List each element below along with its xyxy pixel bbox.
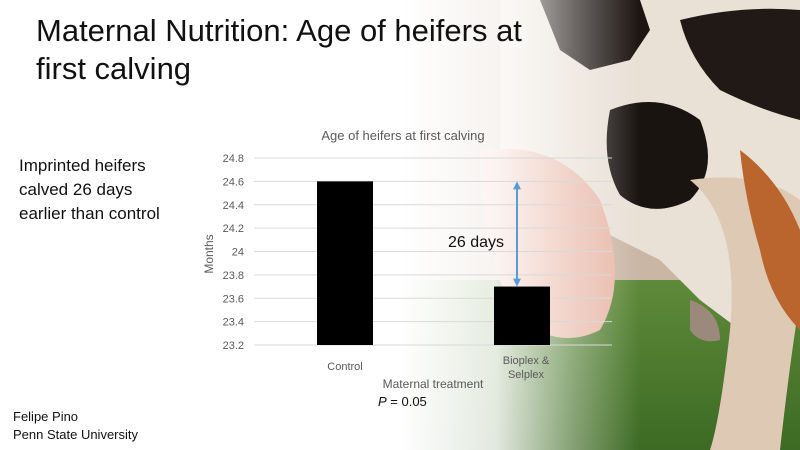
author-credit: Felipe Pino Penn State University [13,408,138,444]
y-tick-label: 24.8 [223,153,244,165]
difference-annotation: 26 days [448,181,521,287]
summary-text: Imprinted heifers calved 26 days earlier… [19,156,160,223]
author-affiliation: Penn State University [13,427,139,442]
arrow-head-top [513,181,521,190]
x-axis-categories: Control Bioplex & Selplex [327,355,550,381]
p-value-note: P = 0.05 [378,394,427,409]
annotation-label: 26 days [448,234,504,251]
y-axis-title: Months [202,234,216,273]
y-tick-label: 24.2 [223,223,244,235]
y-axis-ticks: 24.8 24.6 24.4 24.2 24 23.8 23.6 23.4 23.2 [223,153,244,352]
author-name: Felipe Pino [13,409,79,424]
chart-title: Age of heifers at first calving [321,128,484,143]
y-tick-label: 23.4 [223,317,244,329]
p-value-text: = 0.05 [386,394,427,409]
bar [317,181,373,345]
x-category-label: Bioplex & Selplex [503,355,550,381]
y-tick-label: 23.6 [223,293,244,305]
bar [494,286,550,345]
x-axis-title: Maternal treatment [383,377,484,391]
y-tick-label: 24.6 [223,176,244,188]
arrow-head-bottom [513,278,521,287]
y-tick-label: 24 [232,247,244,259]
y-tick-label: 24.4 [223,200,244,212]
gridlines [254,157,612,346]
y-tick-label: 23.8 [223,270,244,282]
bars [317,181,550,345]
slide-title: Maternal Nutrition: Age of heifers at fi… [36,13,522,86]
y-tick-label: 23.2 [223,340,244,352]
x-category-label: Control [327,361,362,373]
p-value-label: P [378,394,387,409]
